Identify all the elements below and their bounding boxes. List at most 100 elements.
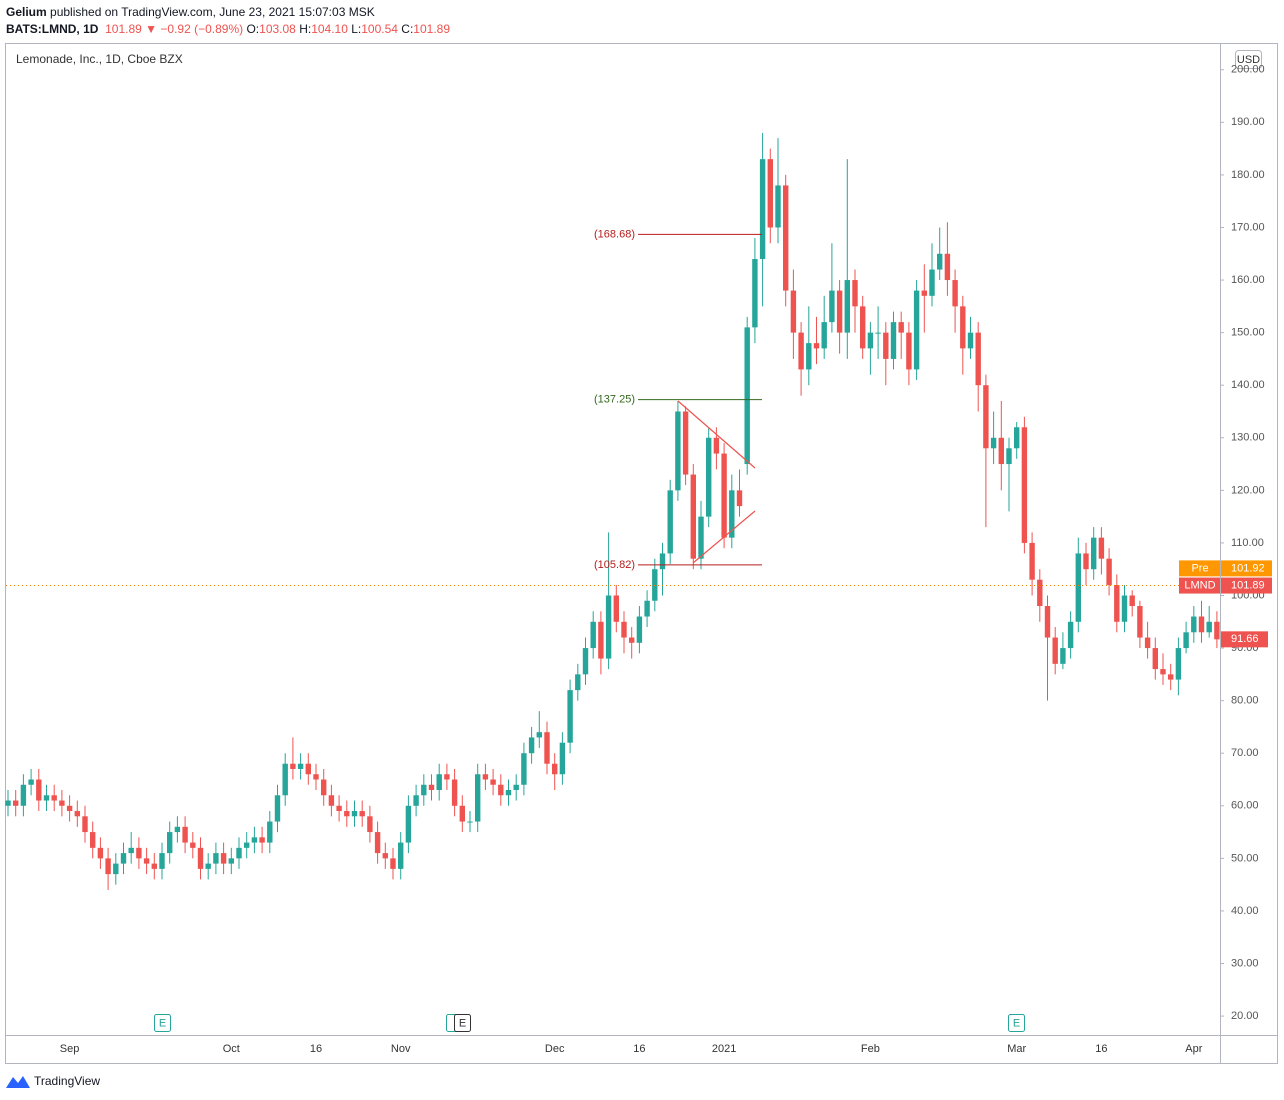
candle-body xyxy=(1098,537,1105,559)
x-tick-label: Feb xyxy=(861,1043,880,1055)
candle-body xyxy=(698,516,704,559)
candle-body xyxy=(5,800,11,806)
candle-body xyxy=(860,306,866,349)
x-tick-label: 16 xyxy=(1095,1043,1107,1055)
candle-body xyxy=(428,784,435,791)
x-tick-label: Mar xyxy=(1007,1043,1026,1055)
candle-body xyxy=(559,742,566,775)
change: −0.92 (−0.89%) xyxy=(160,22,244,36)
candle-body xyxy=(251,837,258,843)
brand-logo xyxy=(6,1076,30,1088)
candle-body xyxy=(197,847,204,869)
candle-body xyxy=(998,437,1004,465)
candle-body xyxy=(975,332,981,386)
candle-body xyxy=(390,858,396,869)
last: 101.89 xyxy=(105,22,142,36)
candle-body xyxy=(490,779,496,785)
candle-body xyxy=(813,343,820,349)
candle-body xyxy=(598,621,604,659)
candle-body xyxy=(97,847,104,859)
candle-body xyxy=(167,832,173,854)
candle-body xyxy=(875,332,881,334)
candle-body xyxy=(644,600,650,617)
candle-body xyxy=(113,863,119,875)
candle-body xyxy=(374,832,381,854)
candle-body xyxy=(482,774,489,780)
candle-body xyxy=(66,805,73,812)
y-tick-label: 170.00 xyxy=(1231,221,1265,233)
candle-body xyxy=(43,795,50,801)
candle-body xyxy=(552,763,558,775)
candle-body xyxy=(1075,553,1081,622)
candle-body xyxy=(575,674,581,691)
candle-body xyxy=(852,280,858,307)
candle-body xyxy=(744,327,750,465)
candle-body xyxy=(1091,537,1097,570)
y-tick-label: 140.00 xyxy=(1231,379,1265,391)
candle-body xyxy=(305,763,311,775)
candle-body xyxy=(890,322,897,359)
symbol: BATS:LMND, 1D xyxy=(6,22,99,36)
level-label: (168.68) xyxy=(594,228,635,240)
price-tag-name-box xyxy=(1179,560,1220,577)
plot: 20.0030.0040.0050.0060.0070.0080.0090.00… xyxy=(5,64,1265,1055)
candle-body xyxy=(836,290,843,333)
candle-body xyxy=(990,437,997,449)
price-tag-box xyxy=(1221,577,1272,594)
triangle-line xyxy=(692,510,756,564)
candle-body xyxy=(613,595,619,622)
ohlc-key: C: xyxy=(401,22,414,36)
earnings-icon[interactable]: E xyxy=(154,1014,171,1032)
candle-body xyxy=(182,826,188,843)
candle-body xyxy=(359,811,365,817)
candle-body xyxy=(544,732,550,764)
candle-body xyxy=(1168,674,1174,680)
candle-body xyxy=(1137,606,1143,638)
svg-text:E: E xyxy=(1013,1017,1020,1029)
candle-body xyxy=(1206,621,1212,633)
arrow: ▼ xyxy=(145,22,158,36)
y-tick-label: 50.00 xyxy=(1231,852,1259,864)
candle-body xyxy=(960,306,966,349)
candle-body xyxy=(1044,606,1051,638)
y-tick-label: 160.00 xyxy=(1231,274,1265,286)
earnings-icon[interactable]: E xyxy=(446,1014,471,1032)
candle-body xyxy=(467,821,473,823)
x-tick-label: Sep xyxy=(60,1043,80,1055)
price-tag-name-box xyxy=(1179,577,1220,594)
candle-body xyxy=(652,569,658,601)
candle-body xyxy=(1060,648,1066,664)
y-tick-label: 200.00 xyxy=(1231,64,1265,76)
candle-body xyxy=(1006,448,1012,465)
publish-line: Gelium published on TradingView.com, Jun… xyxy=(6,5,375,19)
candle-body xyxy=(51,795,57,801)
y-tick-label: 40.00 xyxy=(1231,905,1259,917)
candle-body xyxy=(821,322,827,349)
ohlc-key: L: xyxy=(351,22,362,36)
candle-body xyxy=(151,863,157,869)
candle-body xyxy=(297,763,304,769)
earnings-icon[interactable]: E xyxy=(1008,1014,1025,1032)
candle-body xyxy=(90,832,96,848)
candle-body xyxy=(398,842,404,869)
candle-body xyxy=(767,159,773,228)
y-tick-label: 80.00 xyxy=(1231,695,1259,707)
candle-body xyxy=(659,553,666,570)
x-tick-label: Nov xyxy=(391,1043,411,1055)
ohlc-value: 104.10 xyxy=(311,22,348,36)
currency[interactable]: USD xyxy=(1237,54,1260,66)
candle-body xyxy=(128,847,134,854)
candle-body xyxy=(205,863,211,869)
y-tick-label: 190.00 xyxy=(1231,116,1265,128)
candle-body xyxy=(1083,553,1089,570)
candle-body xyxy=(28,779,34,785)
candle-body xyxy=(1191,616,1197,633)
candle-body xyxy=(436,774,442,791)
candle-body xyxy=(498,784,504,796)
candle-body xyxy=(220,853,227,864)
triangle-line xyxy=(677,400,756,469)
brand: TradingView xyxy=(34,1074,100,1088)
candle-body xyxy=(1175,648,1182,680)
currency-button[interactable] xyxy=(1235,50,1262,69)
